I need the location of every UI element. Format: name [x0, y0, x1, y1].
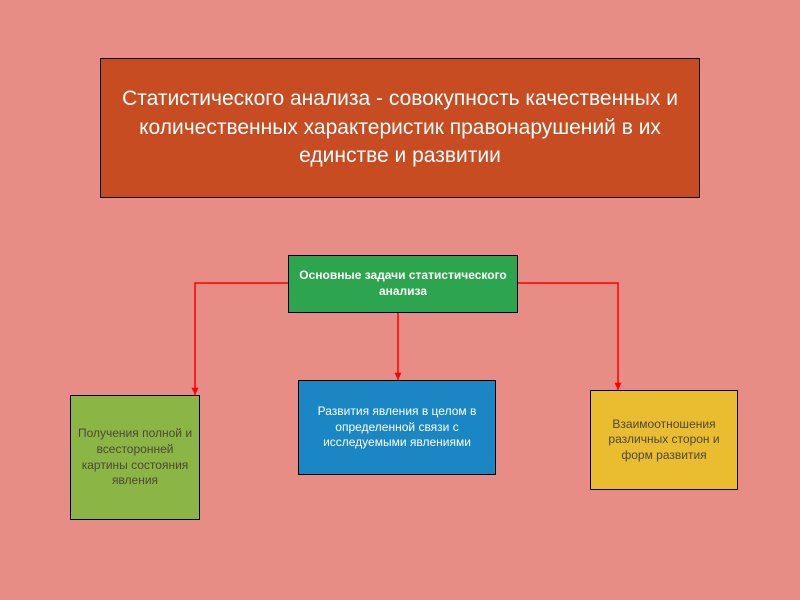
child-left-text: Получения полной и всесторонней картины … — [77, 426, 193, 488]
child-middle-text: Развития явления в целом в определенной … — [305, 404, 489, 451]
child-box-middle: Развития явления в целом в определенной … — [298, 380, 496, 475]
title-box: Статистического анализа - совокупность к… — [100, 58, 700, 198]
child-box-right: Взаимоотношения различных сторон и форм … — [590, 390, 738, 490]
slide-background: Статистического анализа - совокупность к… — [0, 0, 800, 600]
title-text: Статистического анализа - совокупность к… — [101, 85, 699, 170]
child-right-text: Взаимоотношения различных сторон и форм … — [597, 417, 731, 464]
center-text: Основные задачи статистического анализа — [289, 268, 517, 299]
center-box: Основные задачи статистического анализа — [288, 255, 518, 313]
child-box-left: Получения полной и всесторонней картины … — [70, 395, 200, 520]
